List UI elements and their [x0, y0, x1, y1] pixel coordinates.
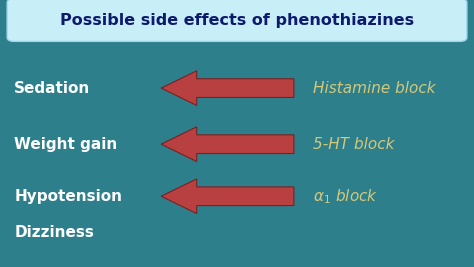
FancyArrow shape: [161, 179, 294, 214]
Text: 5-HT block: 5-HT block: [313, 137, 394, 152]
Text: Weight gain: Weight gain: [14, 137, 118, 152]
FancyBboxPatch shape: [7, 0, 467, 41]
FancyArrow shape: [161, 127, 294, 162]
Text: Hypotension: Hypotension: [14, 189, 122, 204]
Text: $\alpha_1$ block: $\alpha_1$ block: [313, 187, 378, 206]
Text: Possible side effects of phenothiazines: Possible side effects of phenothiazines: [60, 13, 414, 28]
Text: Sedation: Sedation: [14, 81, 91, 96]
Text: Histamine block: Histamine block: [313, 81, 436, 96]
FancyArrow shape: [161, 71, 294, 105]
Text: Dizziness: Dizziness: [14, 225, 94, 240]
